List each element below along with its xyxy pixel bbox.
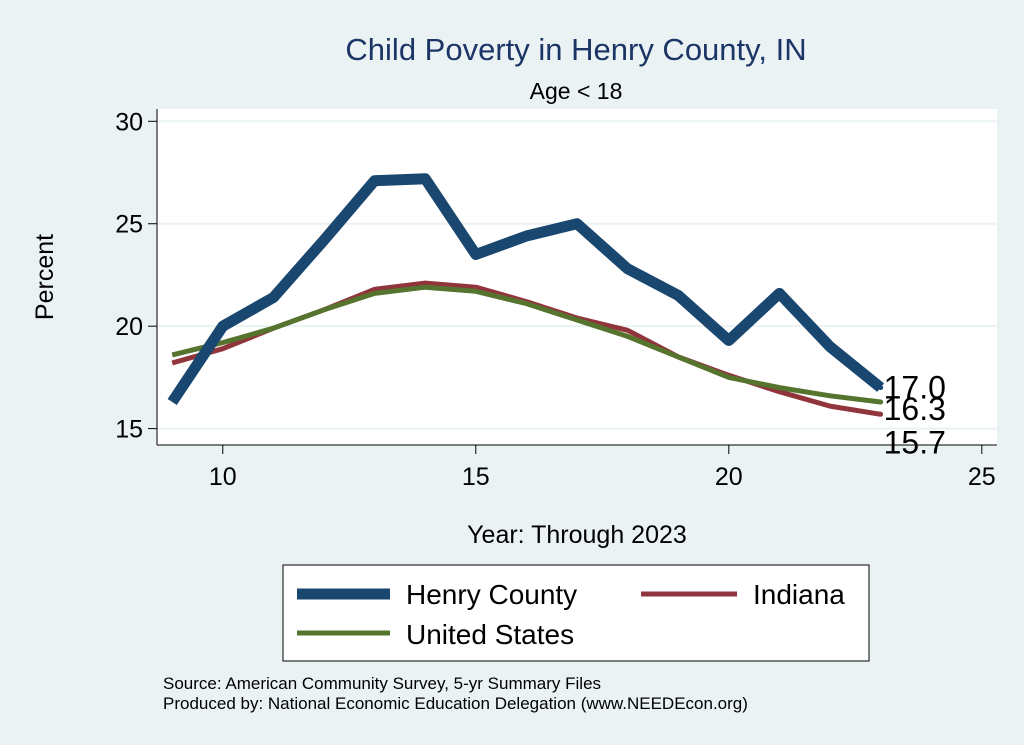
x-tick-label-15: 15: [462, 463, 490, 491]
legend-label-henry-county: Henry County: [406, 579, 577, 610]
y-tick-label-25: 25: [115, 211, 143, 239]
legend-label-united-states: United States: [406, 619, 574, 650]
x-axis-ticks: 10 15 20 25: [209, 445, 996, 491]
legend-box: [282, 564, 870, 662]
y-tick-label-30: 30: [115, 108, 143, 136]
x-tick-label-25: 25: [968, 463, 996, 491]
y-tick-label-15: 15: [115, 416, 143, 444]
chart-subtitle: Age < 18: [530, 78, 623, 104]
end-label-indiana: 15.7: [884, 424, 946, 460]
producer-note: Produced by: National Economic Education…: [163, 694, 748, 713]
end-point-indiana: [878, 411, 884, 417]
legend-label-indiana: Indiana: [753, 579, 845, 610]
series-line-henry-county: [167, 173, 885, 406]
y-axis-label: Percent: [31, 234, 59, 320]
source-note: Source: American Community Survey, 5-yr …: [163, 674, 601, 693]
plot-area: [157, 109, 997, 445]
x-tick-label-10: 10: [209, 463, 237, 491]
end-point-henry-county: [878, 385, 884, 391]
x-tick-label-20: 20: [715, 463, 743, 491]
end-label-united-states: 16.3: [884, 391, 946, 427]
end-point-united-states: [878, 399, 884, 405]
y-tick-label-20: 20: [115, 313, 143, 341]
chart-title: Child Poverty in Henry County, IN: [345, 32, 806, 67]
x-axis-label: Year: Through 2023: [467, 521, 687, 549]
legend: Henry County Indiana United States: [282, 564, 870, 662]
end-labels: 17.0 15.716.3: [878, 370, 946, 460]
end-label-henry-county: 17.0: [884, 370, 946, 406]
series-line-united-states: [171, 284, 881, 405]
series-lines: [167, 173, 885, 417]
y-axis-ticks: 15 20 25 30: [115, 108, 157, 444]
